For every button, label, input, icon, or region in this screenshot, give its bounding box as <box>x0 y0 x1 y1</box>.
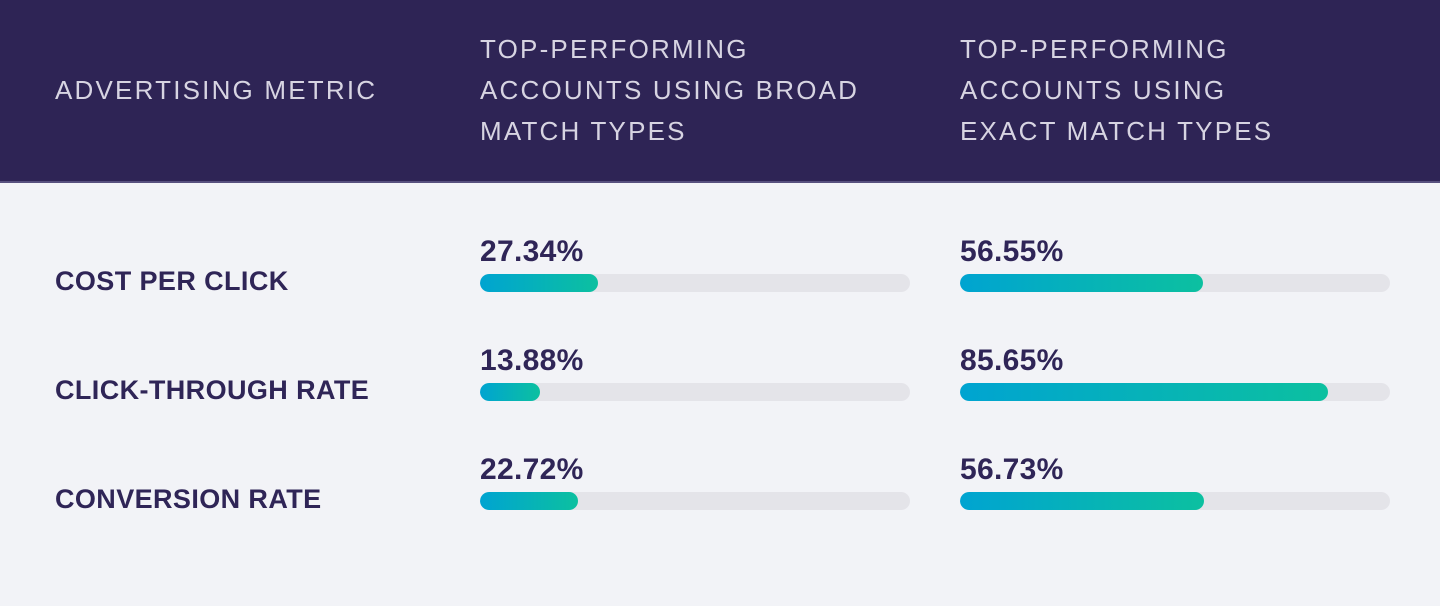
bar-value-label: 56.55% <box>960 235 1064 268</box>
progress-bar-fill <box>960 274 1204 292</box>
bar-value-label: 56.73% <box>960 453 1064 486</box>
progress-bar-track <box>480 274 910 292</box>
exact-match-bar-group: 85.65% <box>960 344 1390 404</box>
header-label-line: ACCOUNTS USING BROAD <box>480 75 860 105</box>
exact-match-bar-group: 56.73% <box>960 453 1390 513</box>
progress-bar-track <box>480 492 910 510</box>
bar-value-label: 85.65% <box>960 344 1064 377</box>
metric-label: COST PER CLICK <box>55 266 289 296</box>
progress-bar-fill <box>480 274 598 292</box>
progress-bar-track <box>960 492 1390 510</box>
table-row: CLICK-THROUGH RATE 13.88% 85.65% <box>0 344 1440 404</box>
progress-bar-track <box>960 383 1390 401</box>
header-label-line: EXACT MATCH TYPES <box>960 116 1274 146</box>
header-label-line: TOP-PERFORMING <box>960 34 1229 64</box>
progress-bar-track <box>480 383 910 401</box>
header-label-line: ACCOUNTS USING <box>960 75 1227 105</box>
table-header: ADVERTISING METRIC TOP-PERFORMING ACCOUN… <box>0 0 1440 183</box>
header-label: ADVERTISING METRIC <box>55 75 378 105</box>
table-body: COST PER CLICK 27.34% 56.55% CLICK-THROU… <box>0 183 1440 513</box>
metric-cell: CLICK-THROUGH RATE <box>0 344 480 404</box>
progress-bar-fill <box>480 492 578 510</box>
broad-match-bar-group: 13.88% <box>480 344 910 404</box>
broad-match-bar-group: 22.72% <box>480 453 910 513</box>
bar-value-label: 22.72% <box>480 453 584 486</box>
bar-value-label: 13.88% <box>480 344 584 377</box>
header-label-line: MATCH TYPES <box>480 116 687 146</box>
progress-bar-track <box>960 274 1390 292</box>
metric-label: CONVERSION RATE <box>55 484 322 514</box>
header-column-exact-match: TOP-PERFORMING ACCOUNTS USING EXACT MATC… <box>960 29 1440 152</box>
metric-cell: COST PER CLICK <box>0 235 480 295</box>
broad-match-bar-group: 27.34% <box>480 235 910 295</box>
progress-bar-fill <box>960 492 1204 510</box>
metric-label: CLICK-THROUGH RATE <box>55 375 370 405</box>
table-row: COST PER CLICK 27.34% 56.55% <box>0 235 1440 295</box>
progress-bar-fill <box>960 383 1329 401</box>
header-column-broad-match: TOP-PERFORMING ACCOUNTS USING BROAD MATC… <box>480 29 960 152</box>
header-column-advertising-metric: ADVERTISING METRIC <box>0 70 480 111</box>
table-row: CONVERSION RATE 22.72% 56.73% <box>0 453 1440 513</box>
bar-value-label: 27.34% <box>480 235 584 268</box>
progress-bar-fill <box>480 383 540 401</box>
exact-match-bar-group: 56.55% <box>960 235 1390 295</box>
metric-cell: CONVERSION RATE <box>0 453 480 513</box>
header-label-line: TOP-PERFORMING <box>480 34 749 64</box>
